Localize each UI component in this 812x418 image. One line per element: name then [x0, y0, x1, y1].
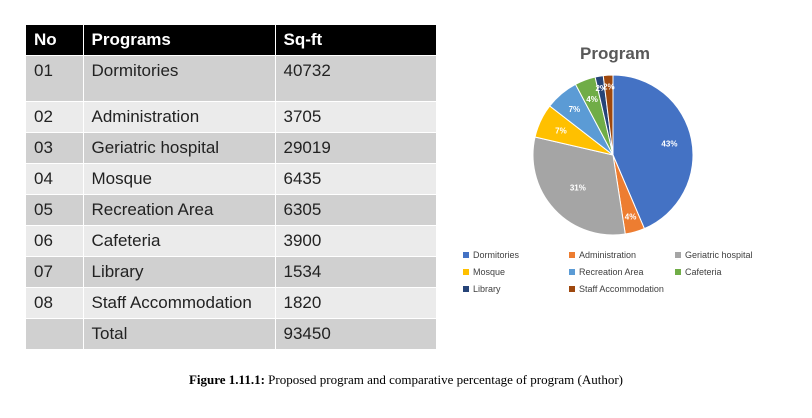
legend-label: Cafeteria	[685, 267, 722, 277]
cell-program: Cafeteria	[83, 225, 276, 257]
cell-sqft: 29019	[275, 132, 436, 164]
header-sqft: Sq-ft	[275, 25, 436, 56]
pie-slice-geriatric-hospital	[532, 136, 626, 236]
cell-sqft: 93450	[275, 318, 436, 349]
legend-swatch	[463, 269, 469, 275]
pie-data-label: 2%	[595, 84, 607, 93]
legend-item: Geriatric hospital	[675, 250, 753, 260]
table-row: 01 Dormitories 40732	[26, 55, 436, 102]
pie-data-label: 7%	[555, 126, 567, 135]
table-header-row: No Programs Sq-ft	[26, 25, 436, 56]
cell-sqft: 1820	[275, 287, 436, 319]
cell-sqft: 6305	[275, 194, 436, 226]
cell-program: Dormitories	[83, 55, 276, 102]
chart-title: Program	[580, 44, 650, 63]
table-row: 02 Administration 3705	[26, 101, 436, 133]
table-row: 05 Recreation Area 6305	[26, 194, 436, 226]
pie-slice-dormitories	[612, 74, 694, 230]
cell-program: Library	[83, 256, 276, 288]
table-row: 07 Library 1534	[26, 256, 436, 288]
cell-no: 08	[26, 287, 84, 319]
cell-program: Administration	[83, 101, 276, 133]
legend-swatch	[569, 286, 575, 292]
cell-sqft: 6435	[275, 163, 436, 195]
legend-swatch	[463, 286, 469, 292]
pie-data-label: 43%	[661, 139, 677, 148]
cell-no	[26, 318, 84, 349]
header-no: No	[26, 25, 84, 56]
legend-swatch	[569, 269, 575, 275]
table-body: 01 Dormitories 40732 02 Administration 3705 03…	[26, 55, 436, 349]
legend-label: Administration	[579, 250, 637, 260]
cell-sqft: 40732	[275, 55, 436, 102]
cell-program: Total	[83, 318, 276, 349]
pie-data-label: 2%	[603, 82, 615, 91]
legend-label: Library	[473, 284, 501, 294]
legend-item: Library	[463, 284, 501, 294]
cell-no: 01	[26, 55, 84, 102]
pie-data-label: 31%	[570, 184, 586, 193]
cell-program: Mosque	[83, 163, 276, 195]
pie-data-label: 7%	[569, 105, 581, 114]
legend-item: Cafeteria	[675, 267, 722, 277]
caption-text: Proposed program and comparative percent…	[264, 372, 624, 387]
pie-chart: 43% 4% 31% 7% 7% 4% 2%2%	[532, 74, 694, 236]
cell-no: 07	[26, 256, 84, 288]
cell-no: 02	[26, 101, 84, 133]
cell-no: 06	[26, 225, 84, 257]
legend-item: Administration	[569, 250, 636, 260]
table-row: 03 Geriatric hospital 29019	[26, 132, 436, 164]
legend-swatch	[569, 252, 575, 258]
cell-program: Geriatric hospital	[83, 132, 276, 164]
legend-item: Recreation Area	[569, 267, 644, 277]
legend-item: Dormitories	[463, 250, 519, 260]
table-row: 08 Staff Accommodation 1820	[26, 287, 436, 319]
legend-item: Mosque	[463, 267, 505, 277]
figure-caption: Figure 1.11.1: Proposed program and comp…	[0, 372, 812, 388]
cell-sqft: 3705	[275, 101, 436, 133]
cell-program: Recreation Area	[83, 194, 276, 226]
cell-no: 05	[26, 194, 84, 226]
caption-label: Figure 1.11.1:	[188, 372, 265, 387]
cell-sqft: 1534	[275, 256, 436, 288]
legend-label: Recreation Area	[579, 267, 644, 277]
program-table: No Programs Sq-ft 01 Dormitories 40732 02 Ad…	[26, 25, 436, 349]
pie-data-label: 4%	[586, 95, 598, 104]
header-programs: Programs	[83, 25, 276, 56]
legend-label: Staff Accommodation	[579, 284, 664, 294]
table-row: 06 Cafeteria 3900	[26, 225, 436, 257]
cell-program: Staff Accommodation	[83, 287, 276, 319]
pie-data-label: 4%	[625, 213, 637, 222]
legend-label: Geriatric hospital	[685, 250, 753, 260]
legend-swatch	[675, 269, 681, 275]
cell-sqft: 3900	[275, 225, 436, 257]
pie-slice-staff-accommodation	[602, 74, 614, 156]
legend-item: Staff Accommodation	[569, 284, 664, 294]
legend-label: Mosque	[473, 267, 506, 277]
legend-label: Dormitories	[473, 250, 520, 260]
legend-swatch	[675, 252, 681, 258]
cell-no: 03	[26, 132, 84, 164]
table-row: Total 93450	[26, 318, 436, 349]
table-row: 04 Mosque 6435	[26, 163, 436, 195]
legend-swatch	[463, 252, 469, 258]
cell-no: 04	[26, 163, 84, 195]
